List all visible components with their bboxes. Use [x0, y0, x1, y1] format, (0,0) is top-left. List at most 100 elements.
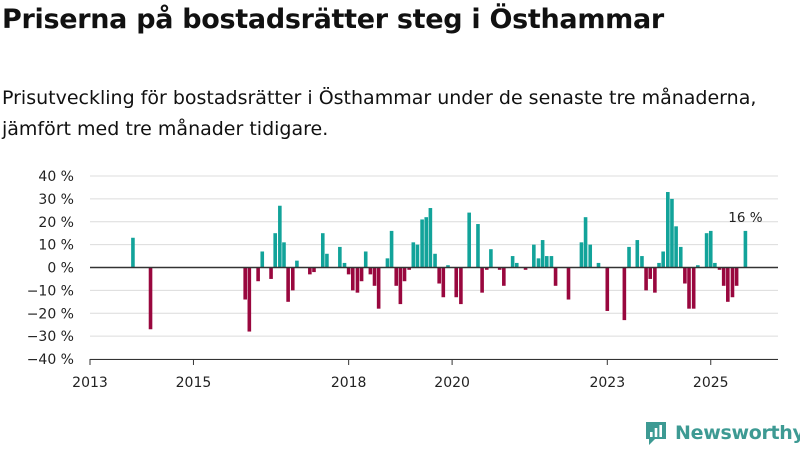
bar — [670, 198, 674, 268]
bar — [532, 244, 536, 268]
bar — [286, 267, 290, 302]
y-tick-label: −40 % — [27, 352, 74, 368]
bar — [247, 267, 252, 332]
bar — [713, 262, 717, 268]
newsworthy-logo-icon — [646, 422, 666, 445]
bar — [476, 224, 480, 268]
bar — [437, 267, 441, 284]
bar — [502, 267, 506, 286]
bar — [704, 233, 709, 268]
bar — [282, 242, 286, 268]
bar — [394, 267, 399, 286]
bar — [342, 262, 347, 268]
latest-value-annotation: 16 % — [728, 210, 762, 226]
bar — [666, 192, 670, 268]
bar — [644, 267, 648, 291]
bar — [510, 256, 515, 268]
bar — [273, 233, 277, 268]
bar — [683, 267, 687, 284]
bars — [131, 192, 748, 332]
bar — [372, 267, 377, 286]
bar — [635, 240, 640, 268]
y-tick-label: 10 % — [38, 238, 74, 254]
bar — [622, 267, 627, 321]
bar — [588, 244, 593, 268]
bar — [243, 267, 247, 300]
bar — [308, 267, 312, 275]
bar — [480, 267, 484, 293]
bar — [415, 244, 420, 268]
bar — [411, 242, 416, 268]
bar — [320, 233, 325, 268]
bar — [657, 262, 661, 268]
bar — [489, 249, 493, 268]
bar — [696, 265, 700, 268]
bar — [691, 267, 696, 309]
y-tick-label: 30 % — [38, 192, 74, 208]
bar — [350, 267, 355, 291]
bar — [402, 267, 407, 282]
y-tick-label: 20 % — [38, 215, 74, 231]
bar — [743, 230, 748, 268]
bar — [674, 226, 678, 268]
bar — [640, 256, 644, 268]
bar — [256, 267, 260, 282]
bar — [131, 237, 135, 268]
bar — [605, 267, 610, 311]
y-tick-label: −10 % — [27, 283, 74, 299]
bar — [661, 251, 665, 268]
bar — [428, 208, 433, 268]
bar — [566, 267, 571, 300]
chart-title: Priserna på bostadsrätter steg i Östhamm… — [2, 4, 664, 35]
bar — [363, 251, 368, 268]
bar — [269, 267, 273, 279]
bar — [596, 262, 601, 268]
brand-name: Newsworthy — [675, 422, 800, 444]
y-tick-label: 0 % — [47, 261, 74, 277]
gridlines — [90, 175, 778, 360]
y-tick-label: −30 % — [27, 329, 74, 345]
bar — [441, 267, 446, 298]
bar — [454, 267, 459, 298]
bar — [376, 267, 381, 309]
y-tick-label: 40 % — [38, 169, 74, 185]
bar — [433, 253, 437, 268]
bar — [338, 246, 342, 268]
bar — [424, 217, 429, 268]
bar — [523, 267, 528, 270]
bar — [536, 258, 541, 268]
bar — [346, 267, 351, 275]
bar — [726, 267, 730, 302]
bar — [648, 267, 653, 279]
x-tick-label: 2020 — [434, 375, 470, 391]
y-axis-ticks: −40 % −30 % −20 % −10 % 0 % 10 % 20 % 30 % 40 % — [27, 169, 74, 368]
bar — [730, 267, 735, 298]
bar — [467, 212, 471, 268]
bar — [420, 219, 424, 268]
x-tick-label: 2018 — [331, 375, 367, 391]
y-tick-label: −20 % — [27, 306, 74, 322]
bar — [446, 265, 450, 268]
bar — [359, 267, 364, 282]
bar — [484, 267, 489, 270]
bar — [721, 267, 726, 286]
bar — [514, 262, 519, 268]
bar — [295, 260, 299, 268]
bar — [325, 253, 329, 268]
bar — [459, 267, 463, 305]
bar — [553, 267, 558, 286]
bar — [368, 267, 373, 275]
bar — [540, 240, 545, 268]
bar — [407, 267, 411, 270]
bar — [583, 217, 588, 268]
bar — [544, 256, 549, 268]
bar — [653, 267, 657, 293]
x-tick-label: 2015 — [176, 375, 212, 391]
bar — [549, 256, 554, 268]
bar — [312, 267, 316, 273]
bar — [290, 267, 295, 291]
bar — [389, 230, 394, 268]
x-tick-label: 2023 — [589, 375, 625, 391]
x-tick-label: 2013 — [72, 375, 108, 391]
